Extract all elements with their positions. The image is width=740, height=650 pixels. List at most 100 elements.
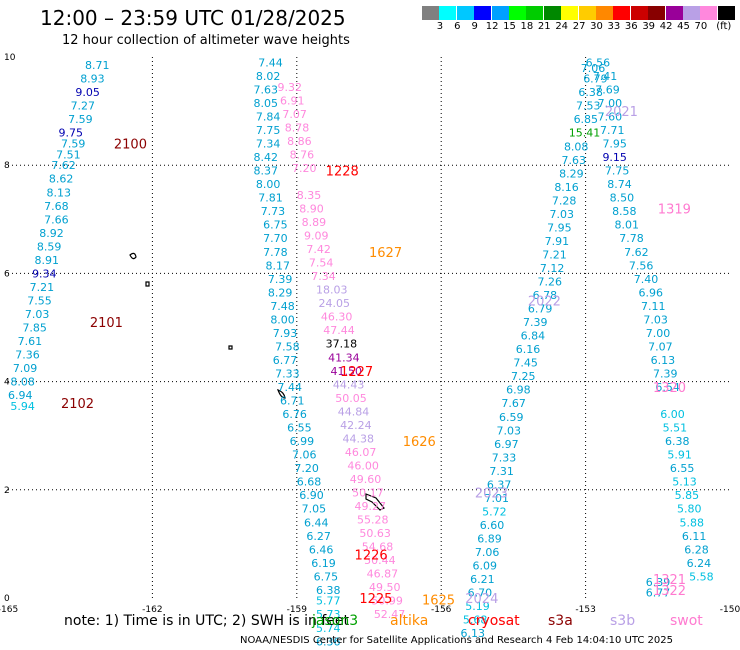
swh-value: 6.28 <box>684 543 709 556</box>
colorbar-swatch <box>474 6 492 20</box>
swh-value: 6.39 <box>646 576 671 589</box>
swh-value: 8.86 <box>287 135 312 148</box>
swh-value: 8.16 <box>554 181 579 194</box>
swh-value: 9.32 <box>278 81 303 94</box>
swh-value: 8.62 <box>49 173 73 186</box>
swh-value: 6.60 <box>480 519 505 532</box>
swh-value: 5.19 <box>465 600 490 613</box>
x-tick-label: -159 <box>287 605 308 615</box>
swh-value: 50.17 <box>352 487 384 500</box>
swh-value: 7.56 <box>629 259 654 272</box>
pass-label: 1626 <box>403 435 436 450</box>
swh-value: 6.70 <box>468 587 493 600</box>
satellite-altika: altika <box>390 613 429 629</box>
swh-value: 8.71 <box>85 59 110 72</box>
swh-value: 7.03 <box>25 308 49 321</box>
pass-label: 1227 <box>340 365 373 380</box>
swh-value: 9.15 <box>602 151 627 164</box>
swh-value: 7.06 <box>581 62 606 75</box>
swh-value: 7.09 <box>13 362 37 375</box>
swh-value: 8.35 <box>297 189 322 202</box>
swh-value: 8.42 <box>253 151 277 164</box>
swh-value: 5.80 <box>677 503 702 516</box>
swh-value: 6.11 <box>682 530 707 543</box>
swh-value: 5.68 <box>463 614 488 627</box>
swh-value: 6.71 <box>280 395 305 408</box>
x-tick-label: -150 <box>720 605 740 615</box>
swh-value: 7.06 <box>475 546 500 559</box>
swh-value: 5.77 <box>316 595 341 608</box>
swh-value: 50.05 <box>335 392 367 405</box>
swh-value: 7.34 <box>256 138 280 151</box>
swh-value: 50.63 <box>359 527 391 540</box>
pass-label: 2023 <box>475 487 508 502</box>
swh-value: 6.54 <box>655 381 680 394</box>
swh-value: 7.60 <box>598 111 623 124</box>
swh-value: 7.00 <box>646 327 671 340</box>
swh-value: 6.38 <box>665 435 690 448</box>
swh-value: 7.33 <box>275 367 300 380</box>
colorbar-swatch <box>648 6 666 20</box>
satellite-cryosat: cryosat <box>468 613 520 629</box>
pass-label: 1321 <box>653 573 686 588</box>
swh-value: 5.94 <box>10 400 35 413</box>
swh-value: 8.90 <box>299 202 324 215</box>
swh-value: 7.44 <box>278 381 303 394</box>
swh-value: 6.94 <box>8 389 33 402</box>
colorbar-swatch <box>630 6 648 20</box>
swh-value: 8.92 <box>39 227 64 240</box>
colorbar-label: 15 <box>503 21 516 32</box>
swh-value: 6.13 <box>651 354 676 367</box>
swh-value: 8.13 <box>47 186 72 199</box>
swh-value: 6.59 <box>499 411 523 424</box>
swh-value: 41.34 <box>328 351 360 364</box>
swh-value: 7.95 <box>602 138 627 151</box>
colorbar-label: 27 <box>572 21 586 32</box>
pass-label: 2024 <box>465 592 498 607</box>
swh-value: 7.44 <box>258 56 283 69</box>
colorbar-swatch <box>700 6 718 20</box>
swh-value: 6.77 <box>273 354 298 367</box>
x-tick-label: -153 <box>575 605 595 615</box>
chart-subtitle: 12 hour collection of altimeter wave hei… <box>62 33 350 48</box>
satellite-swot: swot <box>670 613 703 629</box>
swh-value: 8.08 <box>564 140 589 153</box>
colorbar-unit: (ft) <box>716 21 732 32</box>
swh-value: 7.34 <box>311 270 336 283</box>
swh-value: 6.85 <box>574 113 599 126</box>
swh-value: 6.75 <box>263 219 288 232</box>
swh-value: 7.53 <box>576 100 601 113</box>
swh-value: 7.39 <box>653 367 678 380</box>
swh-value: 7.58 <box>275 340 300 353</box>
swh-value: 6.75 <box>314 570 339 583</box>
swh-value: 6.44 <box>304 516 329 529</box>
swh-value: 7.67 <box>501 397 526 410</box>
colorbar-swatch <box>491 6 509 20</box>
swh-value: 18.03 <box>316 284 348 297</box>
colorbar-swatch <box>578 6 596 20</box>
colorbar-label: 33 <box>607 21 621 32</box>
swh-value: 6.79 <box>528 303 553 316</box>
swh-value: 6.38 <box>578 86 603 99</box>
swh-value: 9.34 <box>32 267 57 280</box>
swh-value: 7.85 <box>22 322 47 335</box>
pass-label: 1322 <box>653 584 686 599</box>
footnote: note: 1) Time is in UTC; 2) SWH is in fe… <box>64 613 350 629</box>
swh-value: 54.68 <box>362 541 394 554</box>
swh-value: 7.93 <box>273 327 298 340</box>
swh-value: 46.87 <box>367 568 399 581</box>
swh-value: 49.50 <box>369 581 401 594</box>
swh-value: 7.51 <box>56 148 80 161</box>
swh-value: 6.77 <box>646 587 671 600</box>
pass-label: 2100 <box>114 138 147 153</box>
swh-value: 8.50 <box>610 192 635 205</box>
pass-label: 1627 <box>369 246 402 261</box>
swh-value: 7.12 <box>540 262 565 275</box>
pass-label: 1228 <box>326 165 359 180</box>
colorbar-swatch <box>596 6 613 20</box>
swh-value: 8.76 <box>290 148 315 161</box>
swh-value: 5.58 <box>689 570 714 583</box>
swh-value: 7.54 <box>309 257 334 270</box>
swh-value: 7.66 <box>44 213 69 226</box>
swh-value: 6.98 <box>506 384 531 397</box>
